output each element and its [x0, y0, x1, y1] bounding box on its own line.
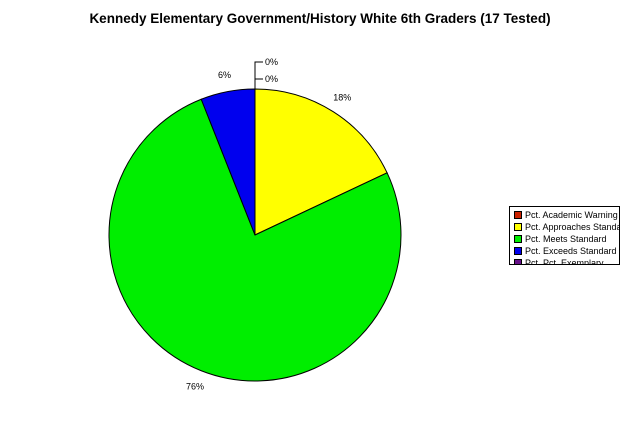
legend-item: Pct. Pct. Exemplary [514, 257, 619, 265]
legend-label: Pct. Exceeds Standard [525, 246, 617, 256]
leader-line-0 [254, 61, 263, 89]
slice-label-0: 0% [265, 57, 278, 67]
legend-item: Pct. Exceeds Standard [514, 245, 619, 257]
legend-label: Pct. Approaches Standard [525, 222, 620, 232]
legend-label: Pct. Pct. Exemplary [525, 258, 604, 265]
chart-title: Kennedy Elementary Government/History Wh… [89, 11, 551, 26]
legend-swatch [514, 211, 522, 219]
slice-label-2: 76% [186, 382, 204, 392]
pie-slice-3 [200, 88, 256, 236]
legend-item: Pct. Academic Warning [514, 209, 619, 221]
slice-label-4: 0% [265, 74, 278, 84]
slice-label-3: 6% [218, 70, 231, 80]
leader-line-4 [254, 78, 263, 89]
legend-item: Pct. Approaches Standard [514, 221, 619, 233]
legend-swatch [514, 247, 522, 255]
legend: Pct. Academic Warning Pct. Approaches Sta… [509, 206, 620, 265]
pie-slice-1 [254, 88, 388, 236]
legend-swatch [514, 235, 522, 243]
legend-label: Pct. Meets Standard [525, 234, 607, 244]
legend-swatch [514, 259, 522, 264]
legend-label: Pct. Academic Warning [525, 210, 618, 220]
legend-item: Pct. Meets Standard [514, 233, 619, 245]
legend-swatch [514, 223, 522, 231]
pie-slice-2 [108, 98, 402, 382]
slice-label-1: 18% [333, 92, 351, 102]
